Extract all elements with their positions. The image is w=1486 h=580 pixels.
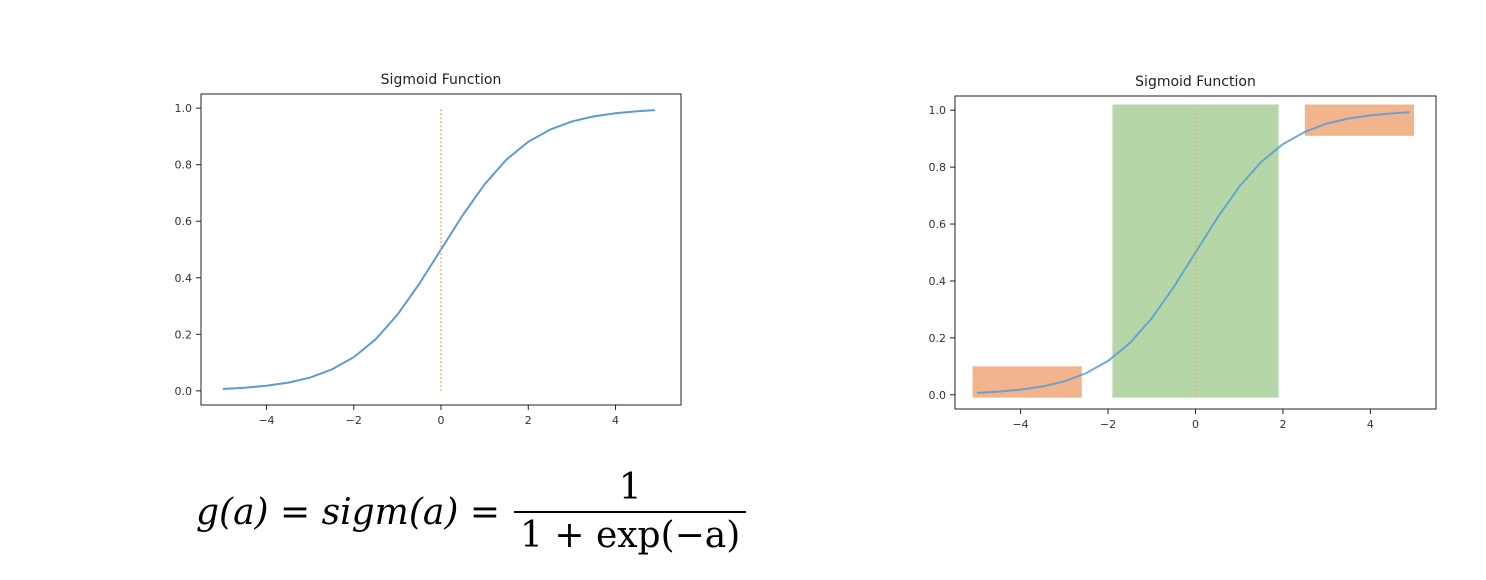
formula-fraction: 1 1 + exp(−a): [513, 467, 747, 556]
sigmoid-curve: [976, 111, 1410, 394]
chart-title: Sigmoid Function: [381, 72, 502, 88]
x-tick-label: 4: [612, 414, 619, 427]
y-tick-label: 0.6: [175, 215, 193, 228]
sigmoid-formula: g(a) = sigm(a) = 1 1 + exp(−a): [196, 462, 747, 562]
formula-denominator: 1 + exp(−a): [519, 515, 741, 556]
x-tick-label: −2: [346, 414, 362, 427]
x-tick-label: −4: [258, 414, 274, 427]
chart-title: Sigmoid Function: [1135, 74, 1256, 90]
x-tick-label: 0: [438, 414, 445, 427]
y-tick-label: 0.8: [929, 161, 947, 174]
formula-numerator: 1: [618, 467, 642, 509]
x-tick-label: 0: [1192, 418, 1199, 431]
y-tick-label: 0.0: [175, 385, 193, 398]
sigmoid-curve: [222, 109, 655, 390]
y-tick-label: 0.8: [175, 159, 193, 172]
x-tick-label: −2: [1100, 418, 1116, 431]
y-tick-label: 0.0: [929, 389, 947, 402]
region-3: [1304, 104, 1415, 136]
y-tick-label: 0.2: [175, 328, 193, 341]
fraction-bar: [513, 511, 747, 513]
x-tick-label: −4: [1012, 418, 1028, 431]
y-tick-label: 0.2: [929, 332, 947, 345]
x-tick-label: 2: [525, 414, 532, 427]
x-tick-label: 2: [1279, 418, 1286, 431]
y-tick-label: 0.4: [929, 275, 947, 288]
y-tick-label: 0.4: [175, 272, 193, 285]
y-tick-label: 0.6: [929, 218, 947, 231]
y-tick-label: 1.0: [175, 102, 193, 115]
y-tick-label: 1.0: [929, 104, 947, 117]
formula-lhs: g(a) = sigm(a) =: [196, 491, 500, 533]
chart-panel-2: −4 −2 0 2 4 0.0 0.2 0.4 0.6 0.8 1.0 Sigmoid Functio…: [929, 74, 1437, 431]
chart-panel-1: −4 −2 0 2 4 0.0 0.2 0.4 0.6 0.8 1.0 Sigmoid Functio…: [175, 72, 682, 427]
x-tick-label: 4: [1367, 418, 1374, 431]
